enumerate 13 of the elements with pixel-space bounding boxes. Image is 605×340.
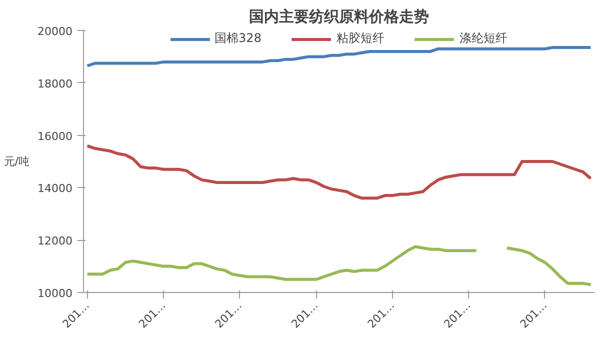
y-tick-label: 16000	[38, 130, 73, 143]
line-series	[86, 144, 592, 200]
legend-label: 国棉328	[214, 30, 262, 47]
y-tick-label: 14000	[38, 182, 73, 196]
legend-label: 粘胶短纤	[336, 30, 384, 47]
y-tick-label: 12000	[38, 234, 73, 248]
y-tick-label: 20000	[38, 25, 73, 38]
y-axis-title: 元/吨	[4, 155, 30, 168]
y-tick-label: 18000	[38, 77, 73, 90]
y-tick-label: 10000	[38, 287, 73, 300]
legend-label: 涤纶短纤	[459, 30, 508, 47]
line-series	[86, 46, 592, 68]
chart-title: 国内主要纺织原料价格走势	[249, 8, 429, 26]
